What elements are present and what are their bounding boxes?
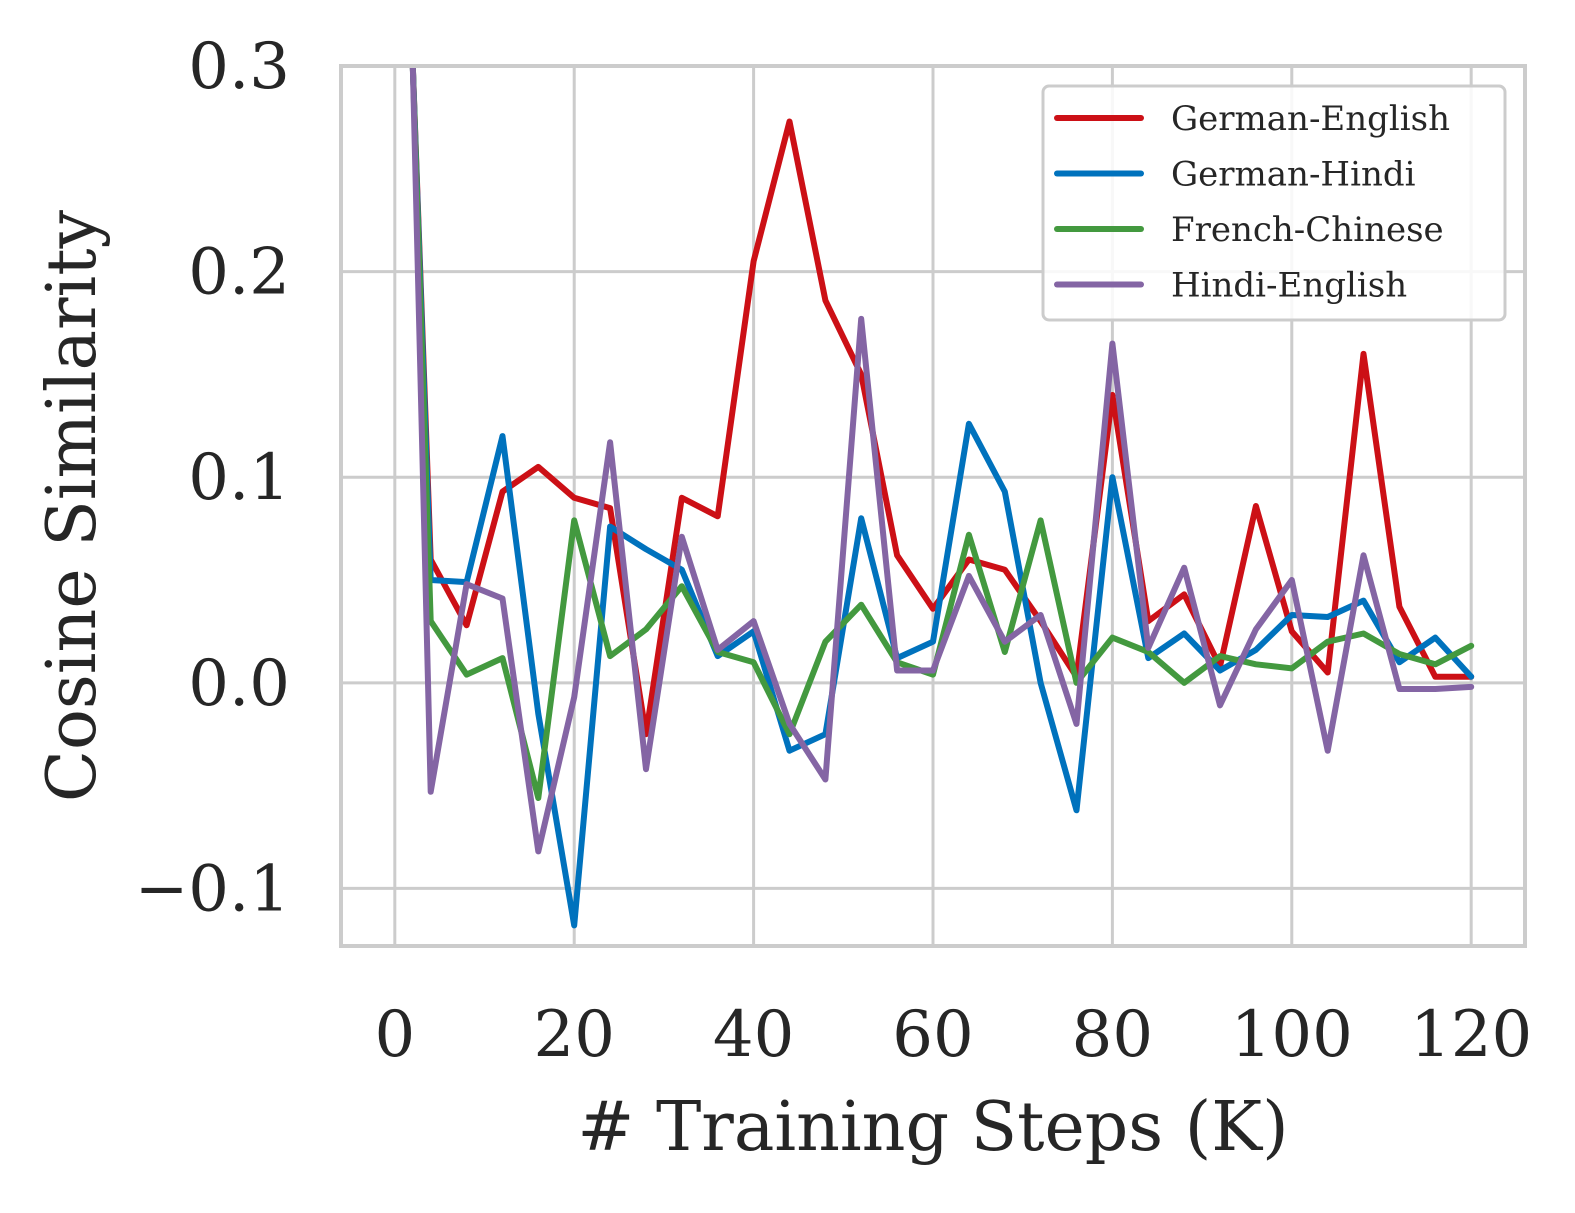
x-tick-label: 40	[713, 998, 794, 1072]
x-tick-label: 60	[892, 998, 973, 1072]
legend-label: German-Hindi	[1171, 155, 1416, 195]
x-tick-label: 0	[374, 998, 415, 1072]
legend: German-English German-Hindi French-Chinese…	[1041, 84, 1507, 322]
legend-box	[1041, 84, 1507, 322]
legend-item: Hindi-English	[1054, 266, 1407, 306]
x-tick-label: 120	[1410, 998, 1532, 1072]
series-line-german-english	[409, 66, 1475, 738]
legend-item: German-Hindi	[1054, 155, 1416, 195]
series-lines	[409, 66, 1475, 929]
x-tick-label: 20	[533, 998, 614, 1072]
y-tick-label: 0.0	[188, 647, 290, 721]
y-tick-label: 0.1	[188, 441, 290, 515]
series-line-hindi-english	[409, 66, 1475, 855]
plot-frame	[339, 64, 1527, 948]
y-tick-label: 0.2	[188, 236, 290, 310]
x-tick-label: 100	[1231, 998, 1353, 1072]
y-tick-label: 0.3	[188, 30, 290, 104]
legend-item: German-English	[1054, 99, 1450, 139]
legend-item: French-Chinese	[1054, 210, 1444, 250]
legend-label: French-Chinese	[1171, 210, 1444, 250]
x-tick-labels: 0 20 40 60 80 100 120	[374, 998, 1532, 1072]
y-tick-labels: −0.1 0.0 0.1 0.2 0.3	[135, 30, 290, 926]
legend-label: German-English	[1171, 99, 1450, 139]
x-tick-label: 80	[1072, 998, 1153, 1072]
series-line-french-chinese	[409, 66, 1475, 801]
x-axis-title: # Training Steps (K)	[577, 1088, 1288, 1167]
legend-label: Hindi-English	[1171, 266, 1407, 306]
series-line-german-hindi	[409, 66, 1475, 929]
y-axis-title: Cosine Similarity	[33, 209, 112, 802]
y-tick-label: −0.1	[135, 852, 290, 926]
